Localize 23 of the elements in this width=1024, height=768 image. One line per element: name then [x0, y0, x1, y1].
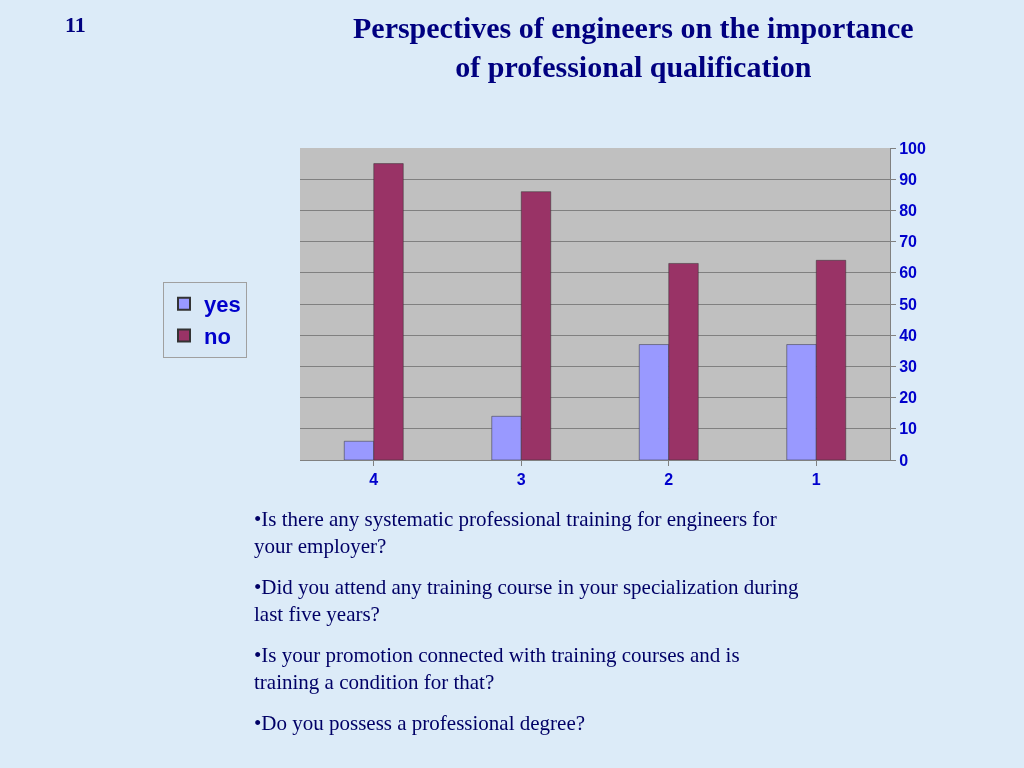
text: •Is your promotion connected with training courses and is training a condition for that? [254, 643, 740, 695]
legend-label: no [204, 323, 231, 349]
y-tick-label: 90 [899, 170, 918, 188]
y-tick-label: 70 [899, 233, 918, 251]
text: •Is there any systematic professional training for engineers for your employer? [254, 507, 777, 559]
y-tick-label: 40 [899, 326, 918, 344]
text: •Did you attend any training course in your specialization during last five years? [254, 575, 799, 627]
y-tick-label: 50 [899, 295, 918, 313]
legend-label: yes [204, 292, 241, 318]
y-tick-label: 30 [899, 358, 918, 375]
y-tick-label: 100 [899, 139, 926, 157]
y-tick-label: 0 [899, 451, 909, 469]
y-tick-label: 60 [899, 264, 918, 282]
y-tick-label: 20 [899, 389, 918, 407]
text: 11 [65, 12, 86, 37]
text: •Do you possess a professional degree? [254, 711, 586, 735]
x-tick-label: 4 [369, 471, 379, 489]
x-tick-label: 1 [811, 471, 821, 489]
x-tick-label: 2 [664, 471, 674, 489]
y-tick-label: 80 [899, 202, 918, 219]
x-tick-label: 3 [516, 471, 526, 489]
chart-title: Perspectives of engineers on the importance of professional qualification [353, 10, 914, 83]
y-tick-label: 10 [899, 420, 918, 438]
